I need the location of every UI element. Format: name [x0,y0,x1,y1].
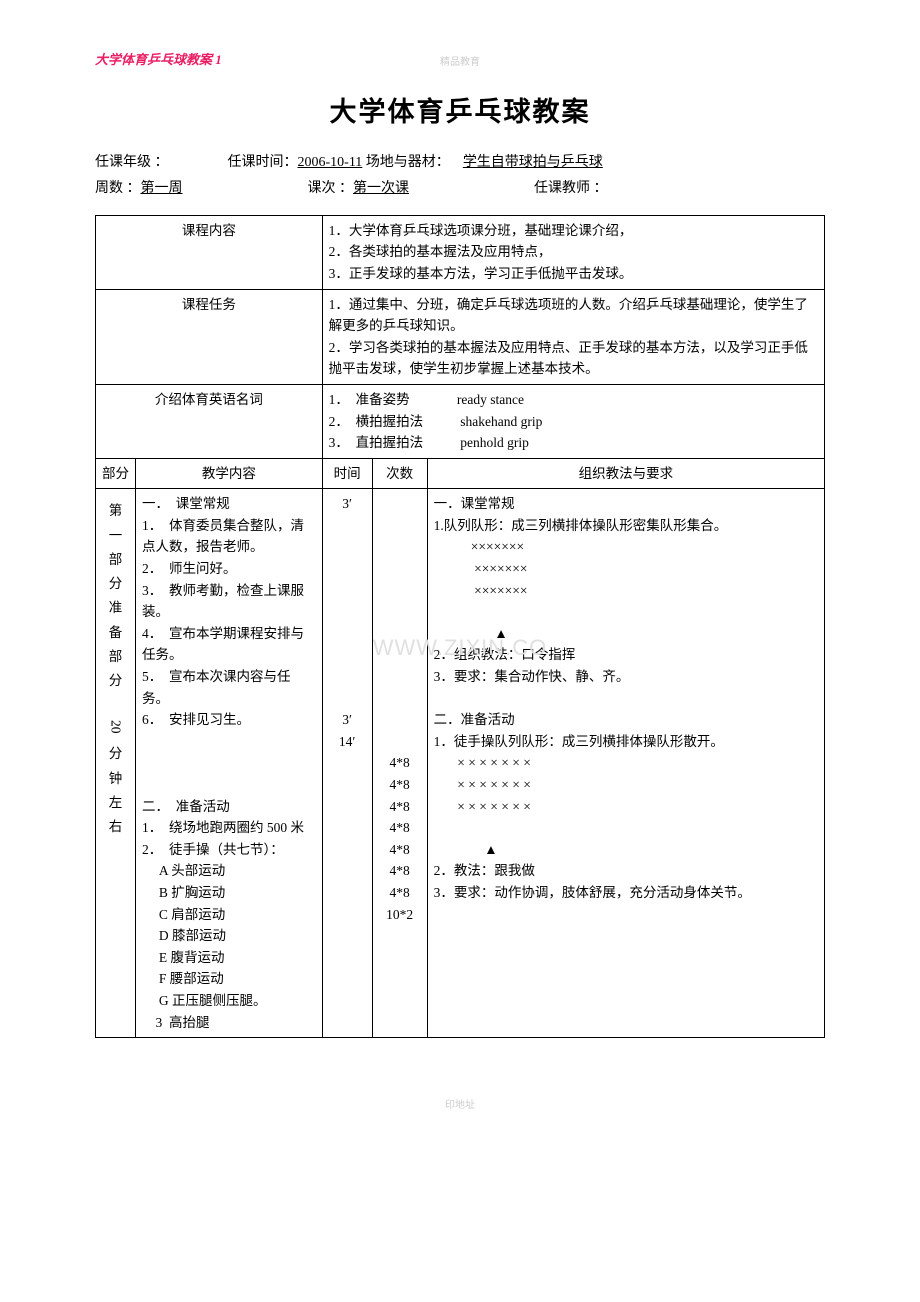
part1-label-text: 第一部分准备部分20分钟左右 [98,499,133,839]
task-text-cell: 1．通过集中、分班，确定乒乓球选项班的人数。介绍乒乓球基础理论，使学生了解更多的… [322,289,824,384]
header-content: 教学内容 [136,458,323,489]
teacher-label: 任课教师 ： [534,181,608,196]
header-time: 时间 [322,458,372,489]
header-method: 组织教法与要求 [427,458,824,489]
header-count: 次数 [372,458,427,489]
part1-content-cell: 一． 课堂常规 1． 体育委员集合整队，清点人数，报告老师。 2． 师生问好。 … [136,489,323,1038]
part1-time-cell: 3′ 3′ 14′ [322,489,372,1038]
session-label: 课次 ： [308,181,354,196]
watermark-center: WWW.ZIXIN.CO [373,630,548,665]
meta-line-2: 周数 ：第一周 课次 ：第一次课 任课教师 ： [95,178,825,200]
venue-label: 场地与器材： [366,155,450,170]
table-row: 第一部分准备部分20分钟左右 一． 课堂常规 1． 体育委员集合整队，清点人数，… [96,489,825,1038]
table-row: 介绍体育英语名词 1． 准备姿势 ready stance 2． 横拍握拍法 s… [96,384,825,458]
week-value: 第一周 [141,181,183,196]
watermark-top: 精品教育 [440,55,480,71]
lesson-table: 课程内容 1．大学体育乒乓球选项课分班，基础理论课介绍， 2．各类球拍的基本握法… [95,215,825,1038]
week-label: 周数 ： [95,181,141,196]
table-row: 课程任务 1．通过集中、分班，确定乒乓球选项班的人数。介绍乒乓球基础理论，使学生… [96,289,825,384]
watermark-bottom: 印地址 [95,1098,825,1114]
time-value: 2006-10-11 [298,155,363,170]
page-title: 大学体育乒乓球教案 [95,91,825,134]
meta-line-1: 任课年级 ： 任课时间：2006-10-11 场地与器材： 学生自带球拍与乒乓球 [95,152,825,174]
english-label-cell: 介绍体育英语名词 [96,384,323,458]
time-label: 任课时间： [228,155,298,170]
task-label-cell: 课程任务 [96,289,323,384]
grade-label: 任课年级 ： [95,155,169,170]
table-header-row: 部分 教学内容 时间 次数 组织教法与要求 [96,458,825,489]
session-value: 第一次课 [353,181,409,196]
part1-label-cell: 第一部分准备部分20分钟左右 [96,489,136,1038]
part1-method-cell: 一．课堂常规 1.队列队形：成三列横排体操队形密集队形集合。 ××××××× ×… [427,489,824,1038]
content-text-cell: 1．大学体育乒乓球选项课分班，基础理论课介绍， 2．各类球拍的基本握法及应用特点… [322,215,824,289]
english-text-cell: 1． 准备姿势 ready stance 2． 横拍握拍法 shakehand … [322,384,824,458]
venue-value: 学生自带球拍与乒乓球 [463,155,603,170]
header-part: 部分 [96,458,136,489]
table-row: 课程内容 1．大学体育乒乓球选项课分班，基础理论课介绍， 2．各类球拍的基本握法… [96,215,825,289]
content-label-cell: 课程内容 [96,215,323,289]
part1-count-cell: 4*8 4*8 4*8 4*8 4*8 4*8 4*8 10*2 [372,489,427,1038]
